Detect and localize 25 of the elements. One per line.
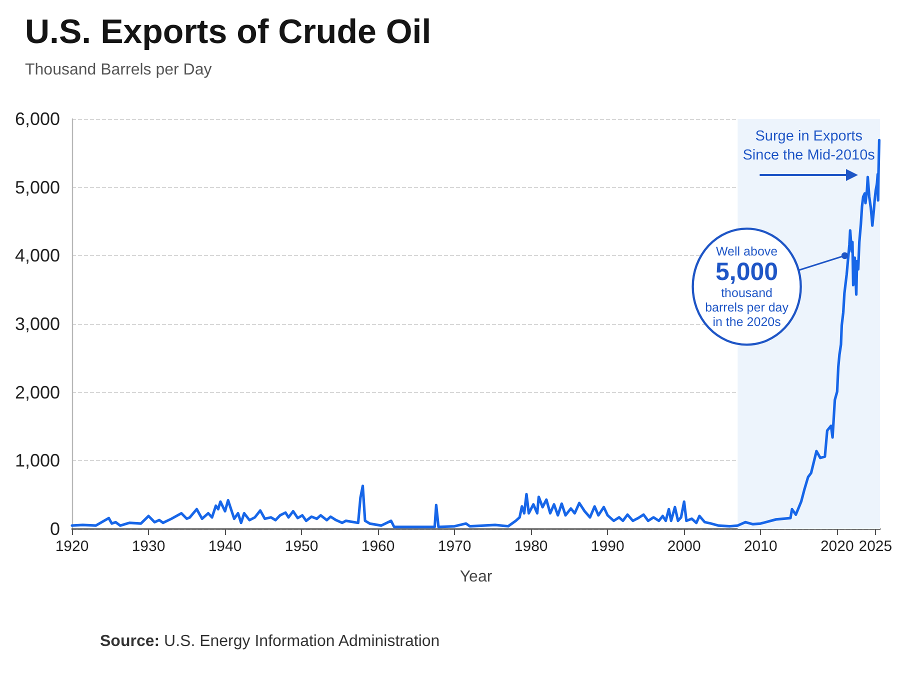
band-label: Surge in Exports Since the Mid-2010s [742, 128, 875, 164]
x-tick-label: 1920 [55, 538, 89, 555]
x-tick-label: 1940 [208, 538, 242, 555]
x-tick-label: 1990 [590, 538, 624, 555]
y-tick-label: 0 [50, 519, 60, 539]
y-tick-label: 3,000 [14, 314, 60, 334]
y-tick-label: 6,000 [14, 109, 60, 129]
y-tick-label: 2,000 [14, 382, 60, 402]
source-note: Source: U.S. Energy Information Administration [100, 632, 440, 652]
x-tick-label: 1950 [284, 538, 318, 555]
x-tick-label: 2010 [744, 538, 778, 555]
x-tick-label: 1960 [361, 538, 395, 555]
y-tick-label: 5,000 [14, 177, 60, 198]
chart-title: U.S. Exports of Crude Oil [25, 13, 432, 51]
chart-subtitle: Thousand Barrels per Day [25, 62, 212, 78]
annotation: Well above 5,000 thousand barrels per day in the 2020s [705, 244, 790, 329]
x-tick-label: 1980 [514, 538, 548, 555]
x-tick-label: 2020 [820, 538, 854, 555]
y-tick-label: 4,000 [14, 246, 60, 266]
x-tick-label: 1970 [438, 538, 472, 555]
x-axis-title: Year [460, 568, 493, 586]
y-tick-label: 1,000 [14, 450, 60, 471]
x-tick-label: 1930 [132, 538, 166, 555]
x-tick-label: 2000 [667, 538, 701, 555]
x-tick-label: 2025 [858, 538, 892, 555]
